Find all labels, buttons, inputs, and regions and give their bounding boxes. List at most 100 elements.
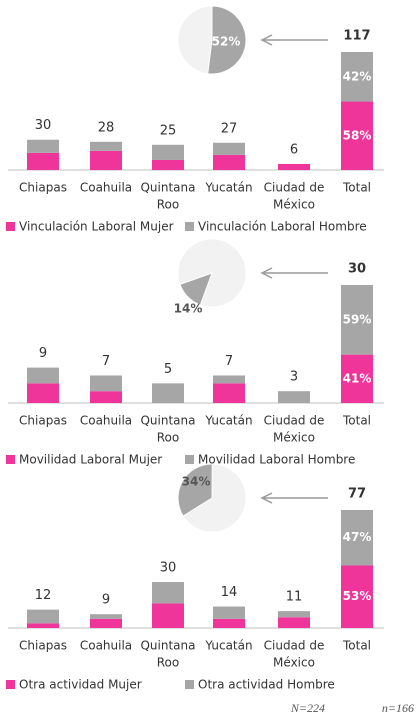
x-tick-label: Quintana xyxy=(140,639,195,653)
total-label: 3 xyxy=(290,370,298,385)
footer-n: N=224 xyxy=(290,701,325,715)
total-share-label: 42% xyxy=(343,69,372,83)
total-segment xyxy=(341,565,373,628)
total-label: 25 xyxy=(160,123,177,138)
x-tick-label: Chiapas xyxy=(19,414,67,428)
bar-segment xyxy=(27,367,59,384)
x-tick-label: Quintana xyxy=(140,181,195,195)
legend-label: Vinculación Laboral Mujer xyxy=(19,220,174,234)
x-tick-label: Yucatán xyxy=(204,639,252,653)
pie-label: 14% xyxy=(174,302,203,316)
grand-total: 30 xyxy=(348,262,366,277)
x-tick-label: Roo xyxy=(157,431,179,445)
total-label: 12 xyxy=(35,588,52,603)
x-tick-label: Yucatán xyxy=(204,414,252,428)
total-label: 28 xyxy=(98,120,115,135)
bar-segment xyxy=(90,141,122,151)
bar-segment xyxy=(278,391,310,403)
legend-swatch xyxy=(6,455,15,464)
bar-segment xyxy=(213,142,245,155)
pie-slice xyxy=(177,463,213,517)
legend-swatch xyxy=(6,680,15,689)
total-share-label: 53% xyxy=(343,589,372,603)
x-tick-label: Ciudad de xyxy=(264,181,325,195)
pie-label: 52% xyxy=(212,35,241,49)
total-label: 30 xyxy=(160,561,177,576)
x-tick-label: Chiapas xyxy=(19,181,67,195)
chart-panel: 30 Chiapas 28 Coahuila 25 Quintana Roo 27 Yucatá… xyxy=(6,5,384,234)
total-label: 7 xyxy=(102,354,110,369)
bar-segment xyxy=(90,150,122,170)
legend-label: Otra actividad Mujer xyxy=(19,678,142,692)
bar-segment xyxy=(90,618,122,628)
bar-segment xyxy=(27,139,59,153)
x-tick-label: Coahuila xyxy=(80,639,132,653)
total-label: 14 xyxy=(221,585,238,600)
bar-segment xyxy=(213,383,245,403)
bar-segment xyxy=(27,383,59,403)
legend-label: Movilidad Laboral Mujer xyxy=(19,453,162,467)
total-label: 6 xyxy=(290,142,298,157)
legend-label: Movilidad Laboral Hombre xyxy=(198,453,355,467)
bar-segment xyxy=(27,623,59,628)
x-tick-label: Total xyxy=(342,639,371,653)
grand-total: 77 xyxy=(348,487,366,502)
legend-label: Otra actividad Hombre xyxy=(198,678,335,692)
total-share-label: 59% xyxy=(343,312,372,326)
bar-segment xyxy=(90,391,122,403)
grand-total: 117 xyxy=(343,29,370,44)
bar-segment xyxy=(152,603,184,628)
chart-panel: 9 Chiapas 7 Coahuila 5 Quintana Roo 7 Yucatán 3 Ci… xyxy=(6,238,384,467)
legend-swatch xyxy=(185,455,194,464)
x-tick-label: México xyxy=(273,198,315,212)
total-label: 27 xyxy=(221,121,238,136)
total-segment xyxy=(341,510,373,566)
x-tick-label: Yucatán xyxy=(204,181,252,195)
chart-panel: 12 Chiapas 9 Coahuila 30 Quintana Roo 14 Yucatán… xyxy=(6,463,384,692)
total-share-label: 41% xyxy=(343,371,372,385)
x-tick-label: México xyxy=(273,656,315,670)
x-tick-label: Total xyxy=(342,414,371,428)
bar-segment xyxy=(152,159,184,170)
arrow-head xyxy=(260,34,273,46)
total-label: 30 xyxy=(35,118,52,133)
x-tick-label: Coahuila xyxy=(80,414,132,428)
x-tick-label: Roo xyxy=(157,198,179,212)
bar-segment xyxy=(278,163,310,170)
total-label: 5 xyxy=(164,362,172,377)
total-share-label: 47% xyxy=(343,530,372,544)
bar-segment xyxy=(213,154,245,170)
total-segment xyxy=(341,101,373,170)
bar-segment xyxy=(27,152,59,170)
bar-segment xyxy=(152,383,184,403)
bar-segment xyxy=(278,611,310,618)
x-tick-label: Ciudad de xyxy=(264,639,325,653)
bar-segment xyxy=(213,606,245,619)
total-segment xyxy=(341,354,373,403)
bar-segment xyxy=(213,618,245,628)
x-tick-label: México xyxy=(273,431,315,445)
total-segment xyxy=(341,285,373,355)
x-tick-label: Coahuila xyxy=(80,181,132,195)
legend-swatch xyxy=(185,680,194,689)
bar-segment xyxy=(152,582,184,604)
pie-label: 34% xyxy=(182,475,211,489)
arrow-head xyxy=(260,492,273,504)
pie-slice xyxy=(207,5,247,75)
legend-label: Vinculación Laboral Hombre xyxy=(198,220,367,234)
legend-swatch xyxy=(185,222,194,231)
x-tick-label: Quintana xyxy=(140,414,195,428)
bar-segment xyxy=(278,617,310,628)
pie-slice xyxy=(179,272,213,306)
bar-segment xyxy=(90,614,122,619)
total-label: 11 xyxy=(286,590,303,605)
total-label: 9 xyxy=(39,346,47,361)
x-tick-label: Ciudad de xyxy=(264,414,325,428)
x-tick-label: Total xyxy=(342,181,371,195)
footer-n-small: n=166 xyxy=(382,701,414,715)
bar-segment xyxy=(90,375,122,392)
total-label: 7 xyxy=(225,354,233,369)
total-segment xyxy=(341,52,373,102)
legend-swatch xyxy=(6,222,15,231)
